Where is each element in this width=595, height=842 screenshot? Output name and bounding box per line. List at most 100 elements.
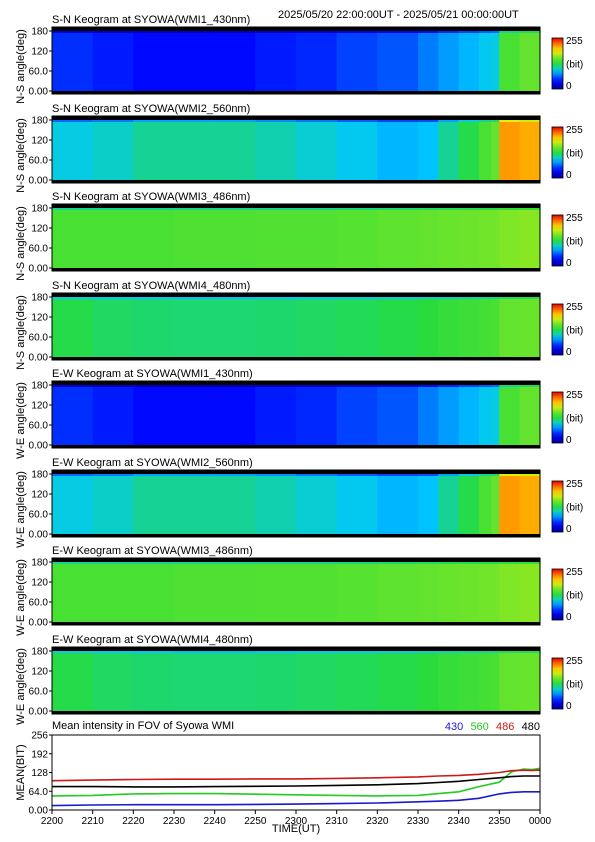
- horizon-band: [52, 445, 540, 448]
- legend-entry-480: 480: [522, 721, 540, 733]
- heatmap-cell: [458, 558, 480, 625]
- series-486-line: [51, 769, 541, 782]
- x-tick-label: 2250: [244, 816, 267, 827]
- heatmap-cell: [519, 647, 541, 714]
- heatmap-cell: [499, 470, 521, 537]
- horizon-band: [52, 381, 540, 385]
- heatmap-cell: [52, 27, 94, 94]
- y-axis-label: MEAN(BIT): [15, 744, 27, 800]
- y-tick-label: 0.00: [29, 707, 49, 718]
- heatmap-cell: [491, 381, 500, 448]
- heatmap-cell: [336, 647, 378, 714]
- heatmap-cell: [255, 116, 297, 183]
- heatmap-cell: [479, 293, 492, 360]
- heatmap-cell: [92, 204, 134, 271]
- plot-frame: [51, 557, 541, 626]
- y-tick-label: 60.0: [29, 67, 49, 78]
- y-tick-label: 192: [31, 749, 48, 760]
- y-tick-label: 120: [31, 490, 48, 501]
- heatmap-cell: [519, 558, 541, 625]
- heatmap-cell: [418, 27, 439, 94]
- heatmap-cell: [458, 470, 480, 537]
- series-480-line: [52, 775, 540, 788]
- keogram-panel-7: E-W Keogram at SYOWA(WMI3_486nm) 0.00 60.0…: [15, 545, 583, 636]
- heatmap-cell: [418, 647, 439, 714]
- y-tick-label: 120: [31, 667, 48, 678]
- heatmap-cell: [52, 116, 94, 183]
- colorbar-max-label: 255: [566, 390, 583, 401]
- keogram-panel-2: S-N Keogram at SYOWA(WMI2_560nm) 0.00 60.0…: [15, 103, 583, 193]
- heatmap-cell: [479, 381, 492, 448]
- y-axis-label: W-E angle(deg): [15, 382, 27, 459]
- y-axis-label: W-E angle(deg): [15, 559, 27, 636]
- y-axis-label: N-S angle(deg): [15, 118, 27, 193]
- colorbar: [551, 126, 564, 179]
- heatmap-cell: [336, 116, 378, 183]
- x-axis-label: TIME(UT): [272, 823, 320, 835]
- keogram-panel-1: S-N Keogram at SYOWA(WMI1_430nm) 0.00 60.0…: [15, 14, 583, 104]
- heatmap-cell: [336, 470, 378, 537]
- colorbar-min-label: 0: [566, 701, 572, 712]
- heatmap-cell: [336, 204, 378, 271]
- y-tick-label: 0.00: [29, 176, 49, 187]
- x-tick-label: 2210: [82, 816, 105, 827]
- heatmap-cell: [491, 204, 500, 271]
- heatmap-cell: [438, 470, 460, 537]
- heatmap-cell: [296, 381, 338, 448]
- y-tick-label: 120: [31, 136, 48, 147]
- plot-frame: [51, 380, 541, 449]
- heatmap-cell: [479, 558, 492, 625]
- y-tick-label: 256: [31, 731, 48, 742]
- x-tick-label: 2330: [407, 816, 430, 827]
- legend-entry-430: 430: [445, 721, 463, 733]
- heatmap-cell: [52, 558, 94, 625]
- heatmap-cell: [214, 116, 256, 183]
- heatmap-cell: [133, 381, 175, 448]
- heatmap-cell: [377, 204, 419, 271]
- heatmap-cell: [296, 116, 338, 183]
- colorbar-min-label: 0: [566, 435, 572, 446]
- mean-intensity-chart: Mean intensity in FOV of Syowa WMI 0.00 64…: [15, 720, 552, 835]
- colorbar-unit-label: (bit): [566, 149, 583, 160]
- horizon-band: [52, 470, 540, 474]
- y-tick-label: 60.0: [29, 156, 49, 167]
- heatmap-cell: [491, 116, 500, 183]
- colorbar-max-label: 255: [566, 656, 583, 667]
- y-tick-label: 180: [31, 293, 48, 304]
- heatmap-cell: [491, 558, 500, 625]
- horizon-band: [52, 558, 540, 562]
- horizon-band: [52, 180, 540, 183]
- heatmap-cell: [479, 647, 492, 714]
- heatmap-cell: [438, 381, 460, 448]
- y-axis-label: W-E angle(deg): [15, 648, 27, 725]
- y-tick-label: 180: [31, 558, 48, 569]
- colorbar-max-label: 255: [566, 567, 583, 578]
- keogram-panel-6: E-W Keogram at SYOWA(WMI2_560nm) 0.00 60.0…: [15, 457, 583, 548]
- heatmap-cell: [499, 27, 521, 94]
- heatmap-cell: [92, 558, 134, 625]
- heatmap-cell: [214, 558, 256, 625]
- heatmap-cell: [214, 381, 256, 448]
- heatmap-cell: [133, 647, 175, 714]
- y-tick-label: 0.00: [29, 530, 49, 541]
- colorbar-min-label: 0: [566, 612, 572, 623]
- y-axis-label: N-S angle(deg): [15, 206, 27, 281]
- x-tick-label: 2240: [204, 816, 227, 827]
- keogram-panel-4: S-N Keogram at SYOWA(WMI4_480nm) 0.00 60.0…: [15, 280, 583, 370]
- heatmap-cell: [296, 27, 338, 94]
- heatmap-cell: [438, 27, 460, 94]
- heatmap-cell: [174, 558, 216, 625]
- x-tick-label: 2200: [41, 816, 64, 827]
- colorbar: [551, 303, 564, 356]
- y-tick-label: 60.0: [29, 510, 49, 521]
- y-axis-label: N-S angle(deg): [15, 295, 27, 370]
- x-tick-label: 2350: [488, 816, 511, 827]
- heatmap-cell: [479, 204, 492, 271]
- heatmap-cell: [519, 116, 541, 183]
- y-tick-label: 60.0: [29, 333, 49, 344]
- y-axis-label: N-S angle(deg): [15, 29, 27, 104]
- heatmap-cell: [92, 116, 134, 183]
- heatmap-cell: [377, 381, 419, 448]
- y-tick-label: 120: [31, 47, 48, 58]
- keogram-panel-8: E-W Keogram at SYOWA(WMI4_480nm) 0.00 60.0…: [15, 634, 583, 725]
